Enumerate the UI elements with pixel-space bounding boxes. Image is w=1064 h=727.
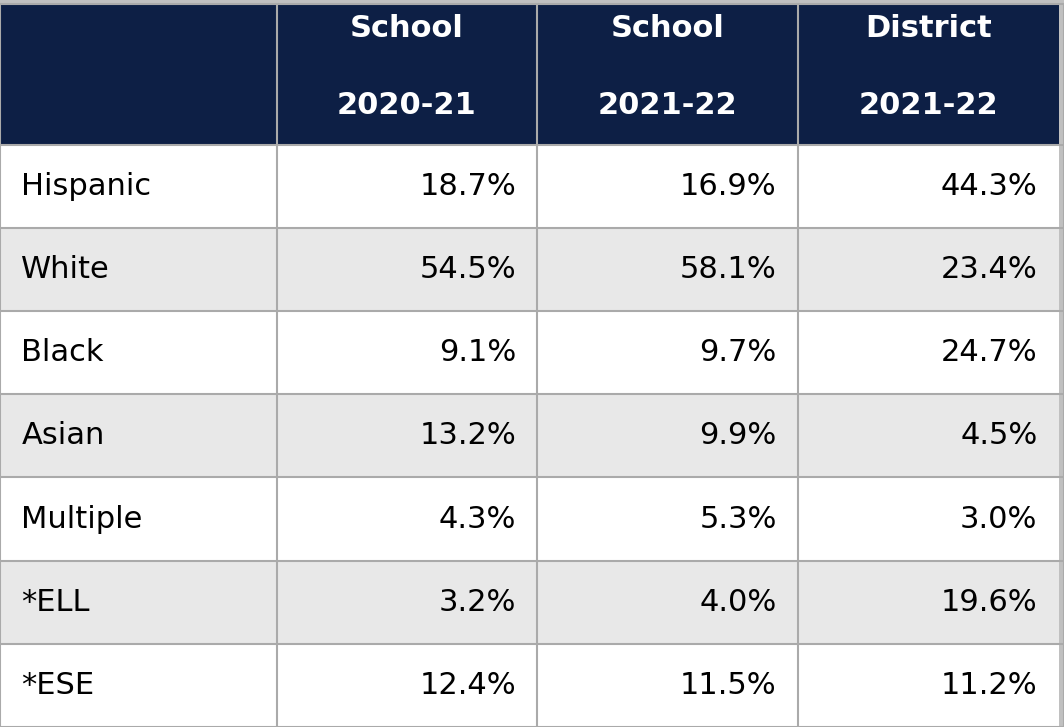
Text: Black: Black (21, 338, 104, 367)
Text: 4.0%: 4.0% (699, 587, 777, 616)
Text: 19.6%: 19.6% (941, 587, 1037, 616)
Text: *ELL: *ELL (21, 587, 89, 616)
Text: Multiple: Multiple (21, 505, 143, 534)
FancyBboxPatch shape (537, 4, 798, 145)
FancyBboxPatch shape (537, 394, 798, 478)
Text: School

2020-21: School 2020-21 (337, 15, 477, 120)
Text: Asian: Asian (21, 422, 104, 451)
Text: 44.3%: 44.3% (941, 172, 1037, 201)
FancyBboxPatch shape (277, 228, 537, 311)
FancyBboxPatch shape (537, 478, 798, 561)
FancyBboxPatch shape (798, 228, 1059, 311)
Text: 13.2%: 13.2% (419, 422, 516, 451)
FancyBboxPatch shape (798, 561, 1059, 644)
FancyBboxPatch shape (798, 644, 1059, 727)
Text: School

2021-22: School 2021-22 (598, 15, 737, 120)
FancyBboxPatch shape (798, 145, 1059, 228)
Text: White: White (21, 255, 110, 284)
FancyBboxPatch shape (0, 4, 277, 145)
FancyBboxPatch shape (537, 228, 798, 311)
Text: 11.2%: 11.2% (941, 671, 1037, 700)
FancyBboxPatch shape (0, 478, 277, 561)
FancyBboxPatch shape (277, 394, 537, 478)
FancyBboxPatch shape (277, 561, 537, 644)
Text: 23.4%: 23.4% (941, 255, 1037, 284)
FancyBboxPatch shape (537, 644, 798, 727)
Text: 11.5%: 11.5% (680, 671, 777, 700)
FancyBboxPatch shape (277, 4, 537, 145)
FancyBboxPatch shape (798, 4, 1059, 145)
FancyBboxPatch shape (798, 394, 1059, 478)
FancyBboxPatch shape (0, 311, 277, 394)
Text: 4.5%: 4.5% (960, 422, 1037, 451)
Text: Hispanic: Hispanic (21, 172, 151, 201)
Text: 3.2%: 3.2% (438, 587, 516, 616)
Text: 3.0%: 3.0% (960, 505, 1037, 534)
Text: 58.1%: 58.1% (680, 255, 777, 284)
Text: 18.7%: 18.7% (419, 172, 516, 201)
Text: 9.1%: 9.1% (438, 338, 516, 367)
Text: District

2021-22: District 2021-22 (859, 15, 998, 120)
Text: 16.9%: 16.9% (680, 172, 777, 201)
Text: 12.4%: 12.4% (419, 671, 516, 700)
Text: 5.3%: 5.3% (699, 505, 777, 534)
FancyBboxPatch shape (277, 145, 537, 228)
FancyBboxPatch shape (798, 311, 1059, 394)
FancyBboxPatch shape (0, 561, 277, 644)
FancyBboxPatch shape (0, 228, 277, 311)
FancyBboxPatch shape (537, 311, 798, 394)
Text: *ESE: *ESE (21, 671, 95, 700)
FancyBboxPatch shape (0, 644, 277, 727)
FancyBboxPatch shape (798, 478, 1059, 561)
Text: 9.7%: 9.7% (699, 338, 777, 367)
FancyBboxPatch shape (537, 145, 798, 228)
Text: 9.9%: 9.9% (699, 422, 777, 451)
FancyBboxPatch shape (277, 644, 537, 727)
Text: 24.7%: 24.7% (941, 338, 1037, 367)
FancyBboxPatch shape (0, 145, 277, 228)
FancyBboxPatch shape (277, 311, 537, 394)
Text: 4.3%: 4.3% (438, 505, 516, 534)
FancyBboxPatch shape (537, 561, 798, 644)
Text: 54.5%: 54.5% (419, 255, 516, 284)
FancyBboxPatch shape (277, 478, 537, 561)
FancyBboxPatch shape (0, 394, 277, 478)
